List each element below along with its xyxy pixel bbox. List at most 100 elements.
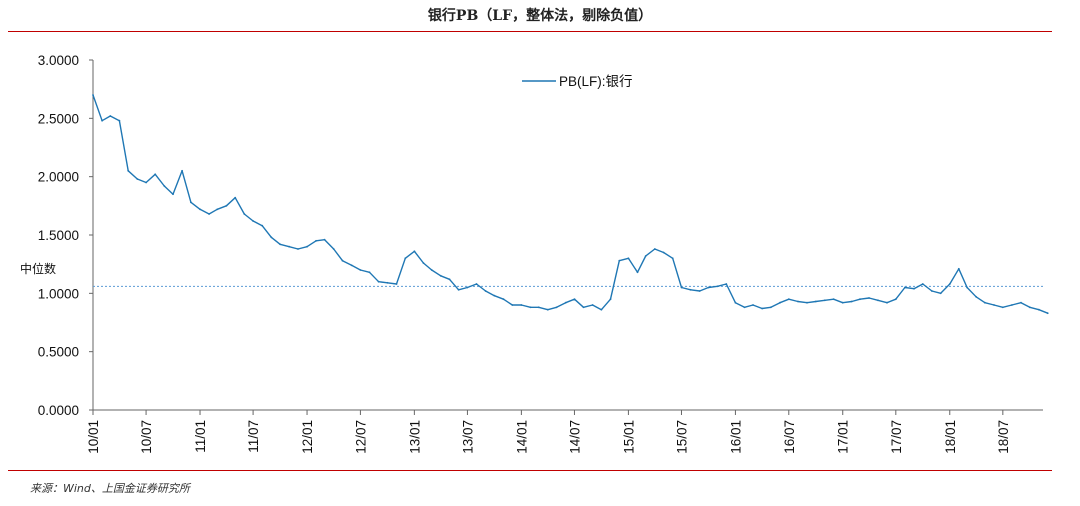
x-tick-label: 11/07 bbox=[246, 420, 261, 453]
data-point bbox=[127, 169, 130, 172]
data-point bbox=[118, 119, 121, 122]
x-tick-label: 17/01 bbox=[836, 420, 851, 454]
data-point bbox=[555, 306, 558, 309]
data-point bbox=[734, 301, 737, 304]
data-point bbox=[993, 304, 995, 306]
data-point bbox=[306, 245, 308, 248]
x-tick-label: 14/01 bbox=[514, 420, 529, 454]
data-point bbox=[225, 204, 228, 207]
data-point bbox=[743, 306, 746, 309]
data-point bbox=[413, 250, 416, 253]
data-point bbox=[966, 286, 968, 289]
data-point bbox=[806, 301, 808, 304]
data-point bbox=[868, 297, 870, 299]
data-point bbox=[359, 269, 362, 271]
data-point bbox=[931, 290, 933, 292]
data-point bbox=[627, 257, 630, 260]
data-point bbox=[832, 298, 835, 301]
x-tick-label: 15/01 bbox=[621, 420, 636, 454]
x-tick-label: 18/01 bbox=[943, 420, 958, 454]
data-point bbox=[208, 213, 211, 215]
axes: 0.0000 0.5000 1.0000 1.5000 2.0000 2.5000 3.00… bbox=[38, 53, 1043, 454]
x-tick-label: 10/07 bbox=[139, 420, 154, 454]
data-point bbox=[859, 298, 861, 301]
data-point bbox=[297, 248, 299, 250]
data-point bbox=[181, 169, 184, 172]
bottom-rule bbox=[8, 470, 1052, 471]
data-point bbox=[279, 243, 281, 246]
data-point bbox=[904, 286, 906, 289]
data-point bbox=[698, 290, 701, 292]
y-tick-label: 0.0000 bbox=[38, 403, 79, 418]
data-point bbox=[493, 294, 496, 297]
data-point bbox=[199, 208, 201, 211]
data-point bbox=[109, 115, 112, 117]
data-point bbox=[662, 251, 665, 254]
data-point bbox=[1046, 312, 1049, 315]
data-point bbox=[618, 259, 621, 262]
data-point bbox=[172, 193, 174, 196]
data-point bbox=[234, 196, 237, 199]
data-point bbox=[957, 267, 960, 270]
data-point bbox=[761, 307, 763, 310]
data-point bbox=[537, 306, 540, 309]
data-point bbox=[386, 281, 389, 284]
data-point bbox=[1011, 304, 1013, 306]
data-point bbox=[1028, 306, 1031, 309]
x-tick-label: 11/01 bbox=[193, 420, 208, 453]
data-point bbox=[546, 308, 549, 311]
top-rule bbox=[8, 31, 1052, 32]
x-tick-label: 15/07 bbox=[674, 420, 689, 454]
x-tick-label: 13/07 bbox=[460, 420, 475, 454]
data-point bbox=[975, 295, 977, 298]
data-point bbox=[430, 269, 433, 271]
legend: PB(LF):银行 bbox=[522, 74, 633, 89]
data-point bbox=[653, 248, 656, 250]
data-point bbox=[422, 262, 425, 264]
data-point bbox=[448, 278, 451, 281]
y-tick-label: 1.0000 bbox=[38, 286, 79, 301]
source-note: 来源：Wind、上国金证券研究所 bbox=[30, 482, 190, 495]
data-point bbox=[894, 298, 897, 301]
x-tick-label: 18/07 bbox=[996, 420, 1011, 454]
data-point bbox=[913, 287, 915, 290]
data-point bbox=[475, 283, 478, 285]
x-tick-label: 16/01 bbox=[728, 420, 743, 454]
data-point bbox=[716, 285, 719, 288]
data-point bbox=[315, 239, 317, 242]
data-point bbox=[252, 220, 255, 222]
x-tick-label: 10/01 bbox=[86, 420, 101, 454]
data-point bbox=[564, 301, 567, 304]
data-point bbox=[145, 181, 148, 184]
median-line-group: 中位数 bbox=[20, 261, 1043, 287]
data-point bbox=[680, 286, 683, 289]
data-point bbox=[824, 299, 826, 302]
data-point bbox=[787, 298, 790, 301]
data-point bbox=[609, 298, 612, 301]
data-point bbox=[689, 288, 692, 291]
data-point bbox=[1038, 308, 1040, 311]
data-point bbox=[92, 94, 94, 96]
data-point bbox=[332, 248, 335, 250]
y-tick-label: 0.5000 bbox=[38, 345, 79, 360]
data-point bbox=[582, 306, 585, 309]
series-group bbox=[92, 94, 1049, 315]
data-point bbox=[323, 238, 326, 241]
data-point bbox=[984, 301, 986, 304]
legend-label: PB(LF):银行 bbox=[559, 74, 633, 89]
data-point bbox=[270, 236, 273, 239]
data-point bbox=[288, 245, 291, 248]
data-point bbox=[770, 306, 772, 309]
data-point bbox=[1020, 301, 1022, 304]
data-point bbox=[939, 292, 942, 295]
data-point bbox=[163, 185, 166, 187]
data-point bbox=[850, 300, 853, 303]
data-point bbox=[671, 257, 674, 260]
data-point bbox=[502, 298, 505, 301]
x-tick-label: 17/07 bbox=[889, 420, 904, 454]
data-point bbox=[886, 301, 888, 304]
data-point bbox=[841, 301, 844, 304]
data-point bbox=[644, 255, 647, 257]
data-point bbox=[190, 201, 192, 204]
